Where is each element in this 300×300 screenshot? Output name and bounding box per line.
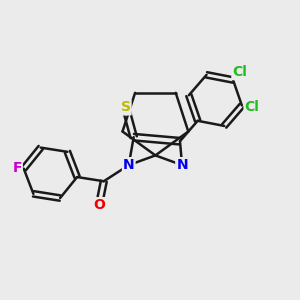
Text: O: O xyxy=(93,198,105,212)
Text: N: N xyxy=(123,158,135,172)
Text: Cl: Cl xyxy=(232,65,247,79)
Text: N: N xyxy=(176,158,188,172)
Text: S: S xyxy=(121,100,130,114)
Text: Cl: Cl xyxy=(244,100,260,114)
Text: F: F xyxy=(12,160,22,175)
